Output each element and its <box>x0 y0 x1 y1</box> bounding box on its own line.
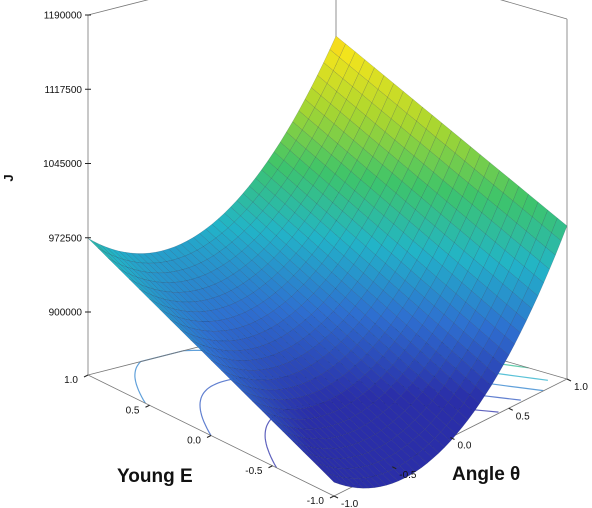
surface-facet <box>457 402 475 421</box>
x-tick-mark <box>329 495 335 499</box>
y-axis: -1.0 -0.5 0.0 0.5 1.0 <box>333 378 588 508</box>
y-tick-mark <box>333 495 339 499</box>
x-tick-mark <box>206 435 212 438</box>
x-tick-mark <box>268 465 273 469</box>
z-axis-title: J <box>1 174 16 181</box>
surface-facet <box>334 475 353 488</box>
y-tick-label: 0.5 <box>516 411 530 422</box>
surface-facet <box>381 471 399 484</box>
surface-facet <box>487 356 504 377</box>
surface-facet <box>451 410 469 428</box>
z-axis: 1190000 1117500 1045000 972500 900000 <box>43 11 91 319</box>
surface-facet <box>352 478 370 489</box>
y-tick-mark <box>450 437 455 440</box>
surface-facet <box>416 448 434 464</box>
surface-facet <box>346 477 364 489</box>
z-tick-label: 900000 <box>49 308 83 319</box>
surface-facet <box>545 232 562 256</box>
z-tick-label: 1117500 <box>45 85 83 96</box>
y-axis-title: Angle θ <box>452 464 520 485</box>
z-tick-label: 972500 <box>49 233 83 244</box>
y-tick-label: 0.0 <box>458 441 472 452</box>
x-axis: 1.0 0.5 0.0 -0.5 -1.0 <box>64 374 335 507</box>
x-tick-label: 0.0 <box>187 436 201 447</box>
x-tick-label: 1.0 <box>64 375 78 386</box>
y-tick-mark <box>392 466 397 470</box>
x-tick-label: -0.5 <box>245 466 263 477</box>
surface-facet <box>446 418 463 435</box>
frame-edge <box>500 0 568 20</box>
surface-facet <box>375 473 393 486</box>
surface-facet <box>498 335 515 356</box>
surface-facet <box>87 238 105 252</box>
y-tick-label: -0.5 <box>399 470 417 481</box>
surface-mesh <box>87 35 568 489</box>
surface-facet <box>504 324 521 345</box>
x-tick-label: -1.0 <box>307 496 325 507</box>
y-tick-mark <box>566 378 572 382</box>
y-tick-mark <box>508 407 513 411</box>
surface-facet <box>469 385 486 404</box>
x-axis-title: Young E <box>117 466 193 487</box>
x-tick-mark <box>145 404 150 408</box>
z-tick-label: 1045000 <box>43 159 82 170</box>
y-tick-label: -1.0 <box>341 499 359 508</box>
surface-facet <box>463 394 480 413</box>
x-tick-mark <box>83 374 89 378</box>
surface-facet <box>551 217 568 242</box>
z-tick-label: 1190000 <box>44 11 83 22</box>
frame-edge <box>87 0 149 16</box>
x-tick-label: 0.5 <box>126 405 140 416</box>
surface-facet <box>340 476 358 489</box>
y-tick-label: 1.0 <box>574 382 588 393</box>
surface-facet <box>323 471 340 485</box>
surface-facet <box>492 346 510 367</box>
